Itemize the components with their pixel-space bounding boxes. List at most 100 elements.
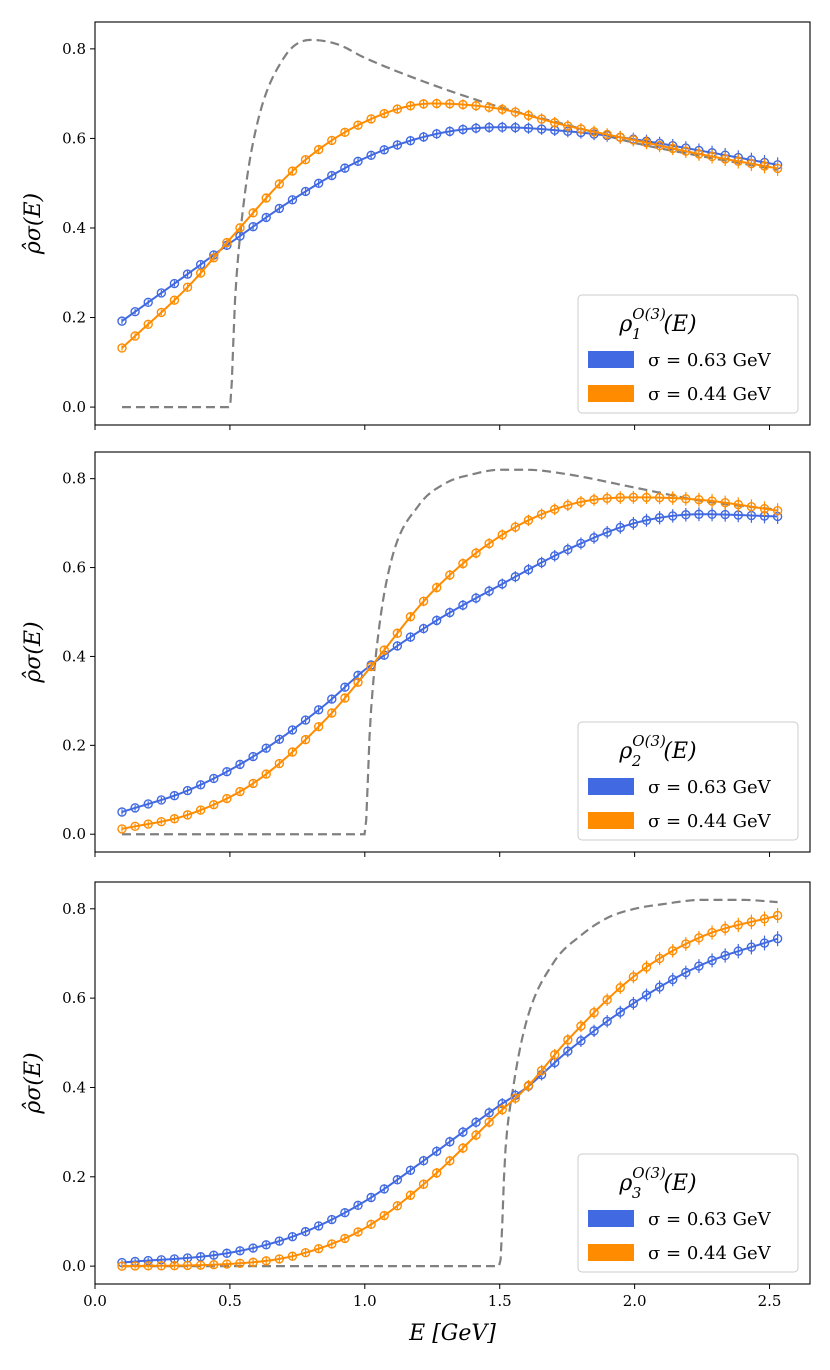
data-point bbox=[668, 974, 678, 985]
data-point bbox=[261, 769, 271, 779]
data-point bbox=[143, 1261, 153, 1271]
data-point bbox=[431, 98, 442, 109]
data-point bbox=[117, 343, 127, 353]
data-point bbox=[576, 1036, 586, 1046]
data-point bbox=[353, 1227, 363, 1237]
x-tick-label: 2.0 bbox=[623, 1292, 647, 1310]
data-point bbox=[287, 725, 298, 735]
data-point bbox=[287, 1231, 298, 1242]
data-point bbox=[615, 132, 625, 142]
data-point bbox=[536, 124, 547, 134]
data-point bbox=[366, 114, 376, 124]
y-tick-label: 0.0 bbox=[62, 825, 86, 843]
data-point bbox=[759, 914, 770, 924]
x-tick-label: 0.5 bbox=[218, 1292, 242, 1310]
data-point bbox=[156, 816, 167, 827]
data-point bbox=[261, 193, 271, 203]
data-point bbox=[143, 799, 153, 809]
data-point bbox=[694, 509, 704, 519]
data-point bbox=[392, 1201, 403, 1211]
data-point bbox=[340, 163, 350, 173]
data-point bbox=[313, 721, 324, 732]
data-point bbox=[235, 223, 245, 233]
data-point bbox=[313, 1243, 324, 1254]
data-point bbox=[589, 495, 599, 505]
data-point bbox=[405, 632, 416, 642]
data-point bbox=[418, 1156, 429, 1166]
data-point bbox=[248, 751, 258, 762]
data-point bbox=[458, 558, 468, 569]
data-point bbox=[536, 114, 547, 124]
data-point bbox=[195, 268, 206, 278]
data-point bbox=[720, 509, 730, 520]
data-point bbox=[209, 1260, 219, 1270]
data-point bbox=[602, 129, 612, 140]
data-point bbox=[654, 513, 665, 523]
data-point bbox=[615, 492, 625, 503]
data-point bbox=[195, 1260, 206, 1270]
data-point bbox=[248, 1243, 258, 1253]
data-point bbox=[681, 510, 691, 520]
data-point bbox=[484, 122, 494, 133]
data-point bbox=[733, 920, 743, 930]
data-point bbox=[261, 212, 271, 223]
legend-label-1: σ = 0.63 GeV bbox=[648, 350, 772, 371]
data-point bbox=[471, 593, 481, 603]
data-point bbox=[327, 135, 337, 146]
data-point bbox=[641, 138, 652, 148]
data-point bbox=[392, 641, 403, 651]
legend-title-sup: O(3) bbox=[632, 732, 666, 750]
data-point bbox=[707, 509, 717, 519]
legend-title-tail: (E) bbox=[663, 312, 696, 337]
data-point bbox=[707, 151, 717, 162]
data-point bbox=[379, 645, 389, 655]
y-tick-label: 0.4 bbox=[62, 1078, 86, 1096]
chart-panel-1: 0.0 0.2 0.4 0.6 0.8 ρ̂σ(E) ρO(3) 1 (E) σ = 0.63 G… bbox=[21, 21, 811, 430]
data-point bbox=[274, 1236, 285, 1246]
data-point bbox=[497, 579, 507, 589]
data-point bbox=[654, 492, 665, 503]
data-point bbox=[340, 682, 350, 692]
data-point bbox=[130, 307, 140, 317]
data-point bbox=[353, 1200, 363, 1211]
data-point bbox=[130, 331, 140, 341]
data-point bbox=[733, 499, 743, 510]
data-point bbox=[458, 1127, 468, 1137]
data-point bbox=[746, 501, 757, 512]
data-point bbox=[484, 1117, 494, 1127]
data-point bbox=[209, 773, 219, 784]
x-tick-label: 1.0 bbox=[353, 1292, 377, 1310]
data-point bbox=[628, 135, 639, 145]
data-point bbox=[248, 778, 258, 789]
y-tick-label: 0.8 bbox=[62, 40, 86, 58]
data-point bbox=[759, 161, 770, 171]
data-point bbox=[300, 734, 311, 745]
data-point bbox=[484, 102, 494, 112]
data-point bbox=[274, 758, 285, 769]
data-point bbox=[222, 237, 232, 248]
data-point bbox=[156, 795, 167, 805]
data-point bbox=[628, 972, 639, 982]
data-point bbox=[523, 515, 534, 525]
data-point bbox=[641, 515, 652, 525]
data-point bbox=[746, 158, 757, 169]
data-point bbox=[222, 793, 232, 804]
target-curve bbox=[121, 468, 778, 836]
data-point bbox=[405, 612, 416, 622]
data-point bbox=[694, 933, 704, 943]
data-point bbox=[130, 803, 140, 813]
data-point bbox=[746, 917, 757, 927]
data-point bbox=[143, 819, 153, 829]
data-point bbox=[182, 810, 193, 820]
data-point bbox=[772, 163, 783, 174]
data-point bbox=[327, 170, 337, 181]
data-point bbox=[445, 126, 455, 137]
data-point bbox=[681, 494, 691, 504]
data-point bbox=[287, 747, 298, 757]
data-point bbox=[248, 1257, 258, 1267]
data-point bbox=[313, 144, 324, 155]
data-point bbox=[668, 143, 678, 154]
data-point bbox=[550, 118, 560, 128]
data-point bbox=[130, 821, 140, 832]
